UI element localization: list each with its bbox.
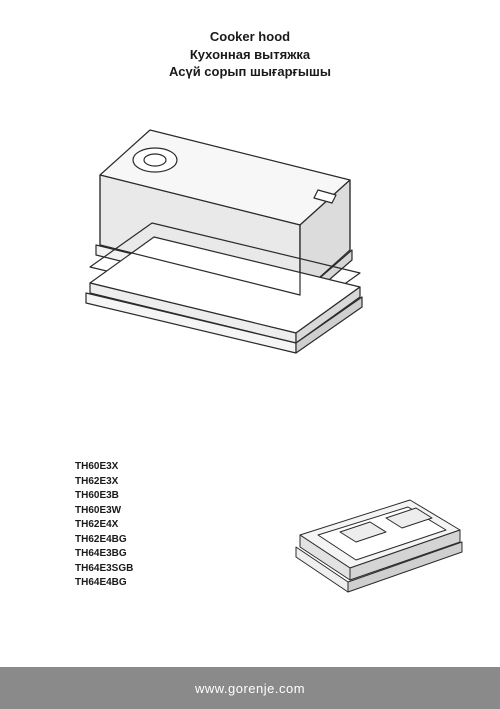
underside-diagram bbox=[290, 480, 470, 620]
model-item: TH60E3X bbox=[75, 460, 133, 475]
model-item: TH64E3BG bbox=[75, 547, 133, 562]
model-item: TH64E3SGB bbox=[75, 562, 133, 577]
footer-url: www.gorenje.com bbox=[195, 681, 305, 696]
model-item: TH60E3W bbox=[75, 504, 133, 519]
footer-bar: www.gorenje.com bbox=[0, 667, 500, 709]
model-item: TH60E3B bbox=[75, 489, 133, 504]
model-item: TH62E4X bbox=[75, 518, 133, 533]
main-isometric-diagram bbox=[60, 95, 440, 395]
model-item: TH62E4BG bbox=[75, 533, 133, 548]
document-page: Cooker hood Кухонная вытяжка Асүй сорып … bbox=[0, 0, 500, 709]
model-item: TH62E3X bbox=[75, 475, 133, 490]
title-en: Cooker hood bbox=[0, 28, 500, 46]
title-kk: Асүй сорып шығарғышы bbox=[0, 63, 500, 81]
title-block: Cooker hood Кухонная вытяжка Асүй сорып … bbox=[0, 0, 500, 81]
model-list: TH60E3X TH62E3X TH60E3B TH60E3W TH62E4X … bbox=[75, 460, 133, 591]
title-ru: Кухонная вытяжка bbox=[0, 46, 500, 64]
model-item: TH64E4BG bbox=[75, 576, 133, 591]
